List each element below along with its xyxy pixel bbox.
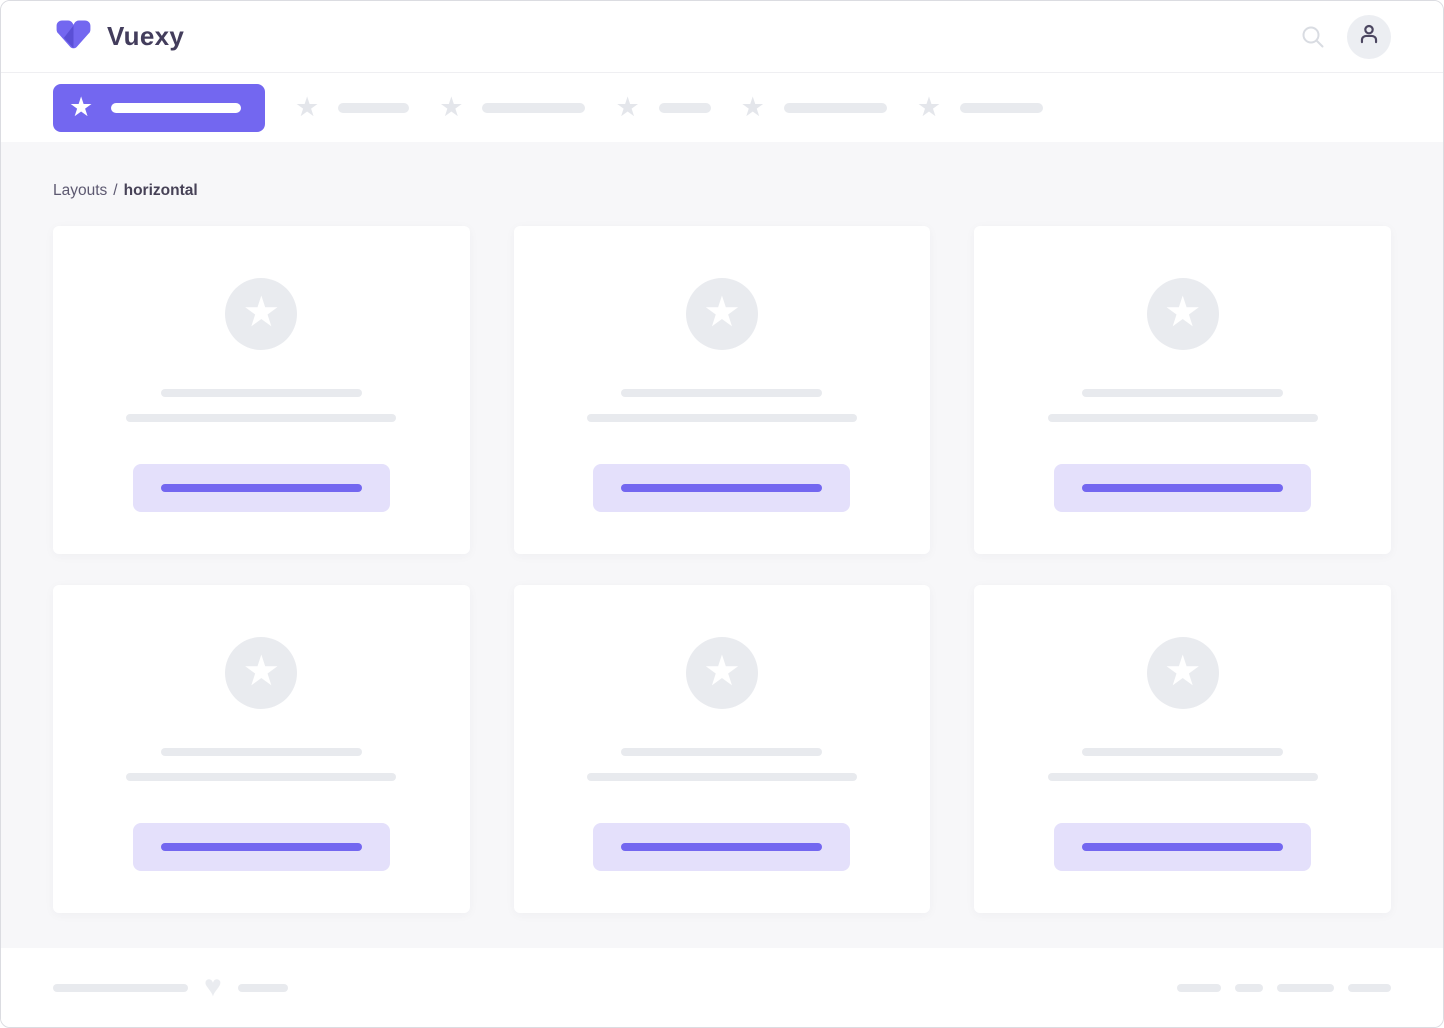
placeholder-card: ★ <box>513 585 931 913</box>
heart-icon: ♥ <box>204 969 222 1003</box>
card-avatar-circle: ★ <box>685 278 758 350</box>
brand[interactable]: Vuexy <box>53 17 184 57</box>
button-label-placeholder <box>1082 843 1284 851</box>
card-text-placeholder <box>586 773 857 781</box>
navbar-actions <box>1301 14 1391 59</box>
card-text-placeholder <box>126 773 397 781</box>
card-title-placeholder <box>1082 389 1284 397</box>
footer-left-group: ♥ <box>53 969 288 1004</box>
placeholder-card: ★ <box>53 226 470 554</box>
card-text-placeholder <box>1047 414 1318 422</box>
placeholder-card: ★ <box>974 585 1391 913</box>
footer-link-placeholder[interactable] <box>1277 983 1334 992</box>
star-icon: ★ <box>703 288 741 335</box>
footer-link-placeholder[interactable] <box>1348 983 1391 992</box>
button-label-placeholder <box>1082 484 1284 492</box>
menu-item[interactable]: ★ <box>295 92 410 122</box>
content-area: Layouts / horizontal ★ ★ ★ <box>1 142 1443 948</box>
menu-label-placeholder <box>482 102 586 113</box>
star-icon: ★ <box>740 92 765 122</box>
card-title-placeholder <box>1082 748 1284 756</box>
menu-items-group: ★ ★ ★ ★ ★ <box>295 92 1044 122</box>
card-action-button[interactable] <box>593 464 851 512</box>
brand-name: Vuexy <box>107 21 185 51</box>
footer-text-placeholder <box>53 983 188 992</box>
user-avatar[interactable] <box>1347 14 1391 59</box>
star-icon: ★ <box>242 647 281 694</box>
card-action-button[interactable] <box>593 823 851 871</box>
menu-label-placeholder <box>658 102 711 113</box>
card-action-button[interactable] <box>1054 823 1312 871</box>
menu-item[interactable]: ★ <box>615 92 711 122</box>
menu-label-placeholder <box>338 102 410 113</box>
person-icon <box>1356 21 1382 52</box>
star-icon: ★ <box>703 647 741 694</box>
breadcrumb-current: horizontal <box>123 181 198 199</box>
menu-label-placeholder <box>960 102 1044 113</box>
card-avatar-circle: ★ <box>685 637 758 709</box>
star-icon: ★ <box>1163 288 1202 335</box>
card-action-button[interactable] <box>132 823 390 871</box>
card-text-placeholder <box>1047 773 1318 781</box>
menu-item-active[interactable]: ★ <box>53 83 265 132</box>
menu-item[interactable]: ★ <box>439 92 586 122</box>
menu-label-placeholder <box>783 102 887 113</box>
card-avatar-circle: ★ <box>225 637 298 709</box>
star-icon: ★ <box>69 92 94 122</box>
footer-link-placeholder[interactable] <box>1235 983 1263 992</box>
button-label-placeholder <box>160 843 362 851</box>
horizontal-menu: ★ ★ ★ ★ ★ ★ <box>1 73 1443 142</box>
star-icon: ★ <box>615 92 640 122</box>
search-icon[interactable] <box>1301 25 1325 49</box>
card-avatar-circle: ★ <box>1146 637 1219 709</box>
card-title-placeholder <box>160 748 362 756</box>
top-navbar: Vuexy <box>1 1 1443 73</box>
footer-text-placeholder <box>237 983 288 992</box>
card-title-placeholder <box>160 389 362 397</box>
star-icon: ★ <box>916 92 942 122</box>
button-label-placeholder <box>621 484 823 492</box>
star-icon: ★ <box>295 92 320 122</box>
placeholder-card: ★ <box>513 226 931 554</box>
menu-item[interactable]: ★ <box>741 94 887 121</box>
button-label-placeholder <box>160 484 362 492</box>
breadcrumb-separator: / <box>113 181 118 199</box>
menu-label-placeholder <box>111 102 242 113</box>
star-icon: ★ <box>439 92 464 122</box>
placeholder-card: ★ <box>53 585 470 913</box>
card-text-placeholder <box>586 414 857 422</box>
card-title-placeholder <box>621 748 823 756</box>
card-title-placeholder <box>621 389 823 397</box>
footer-link-placeholder[interactable] <box>1177 983 1221 992</box>
card-avatar-circle: ★ <box>225 278 298 350</box>
card-avatar-circle: ★ <box>1146 278 1219 350</box>
card-action-button[interactable] <box>132 464 390 512</box>
card-text-placeholder <box>126 414 397 422</box>
star-icon: ★ <box>1163 647 1202 694</box>
card-grid: ★ ★ ★ ★ <box>53 226 1391 913</box>
card-action-button[interactable] <box>1054 464 1312 512</box>
footer-links-group <box>1177 983 1391 992</box>
menu-item[interactable]: ★ <box>916 92 1044 122</box>
breadcrumb: Layouts / horizontal <box>53 181 1391 200</box>
vuexy-logo-icon <box>53 17 94 57</box>
placeholder-card: ★ <box>974 226 1391 554</box>
footer: ♥ <box>1 948 1443 1027</box>
breadcrumb-section[interactable]: Layouts <box>53 181 108 199</box>
star-icon: ★ <box>242 288 281 335</box>
button-label-placeholder <box>621 843 823 851</box>
